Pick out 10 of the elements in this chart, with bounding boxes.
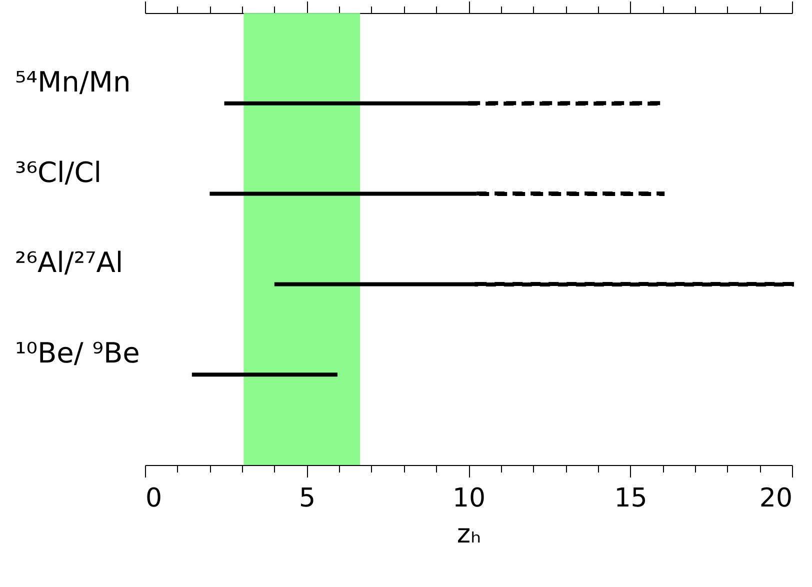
- x-tick-label: 0: [146, 484, 162, 514]
- y-tick-label: ²⁶Al/²⁷Al: [15, 246, 124, 280]
- y-tick-label: ¹⁰Be/ ⁹Be: [15, 336, 140, 370]
- x-tick-label: 15: [614, 484, 648, 514]
- x-tick-label: 20: [759, 484, 792, 514]
- y-tick-label: ⁵⁴Mn/Mn: [15, 65, 131, 98]
- x-axis-title: zₕ: [456, 520, 482, 550]
- x-tick-label: 5: [298, 484, 316, 514]
- y-tick-label: ³⁶Cl/Cl: [15, 156, 102, 189]
- x-tick-label: 10: [452, 484, 486, 514]
